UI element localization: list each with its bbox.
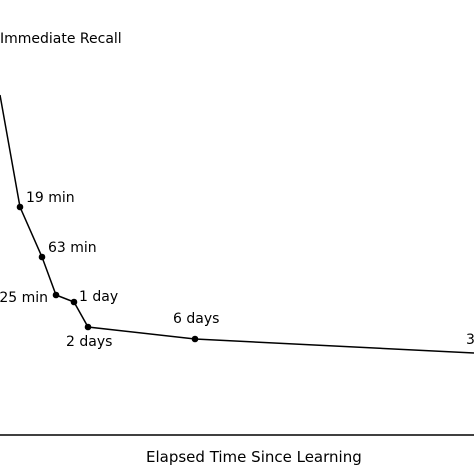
point-label: 1 day xyxy=(79,289,118,305)
point-label: 6 days xyxy=(173,311,219,327)
x-axis-label: Elapsed Time Since Learning xyxy=(146,448,362,466)
chart-title: Immediate Recall xyxy=(0,31,122,47)
point-label: 63 min xyxy=(48,240,97,256)
data-point xyxy=(84,323,92,331)
point-label: 31 days xyxy=(466,332,474,348)
data-point xyxy=(38,253,46,261)
data-point xyxy=(70,298,78,306)
point-label: 525 min xyxy=(0,290,48,306)
point-labels: 19 min 63 min 525 min 1 day 2 days 6 days 31 d… xyxy=(0,190,474,350)
data-point xyxy=(191,335,199,343)
series-markers xyxy=(16,203,199,343)
data-point xyxy=(52,291,60,299)
point-label: 2 days xyxy=(66,334,112,350)
point-label: 19 min xyxy=(26,190,75,206)
series-line xyxy=(0,94,474,354)
data-point xyxy=(16,203,24,211)
